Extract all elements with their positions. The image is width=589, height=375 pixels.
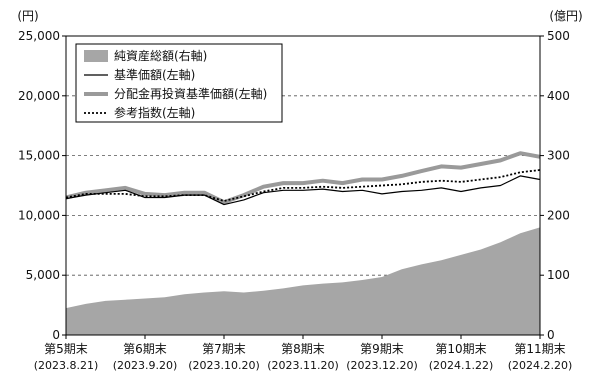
series-line-solid-thick — [65, 151, 541, 205]
left-tick-label: 25,000 — [18, 29, 60, 43]
legend-label: 参考指数(左軸) — [114, 105, 195, 120]
series-area-net-assets — [66, 227, 540, 335]
x-tick-date: (2023.8.21) — [34, 359, 99, 372]
x-tick-label: 第9期末 — [360, 342, 404, 356]
x-axis: 第5期末 (2023.8.21) 第6期末 (2023.9.20) 第7期末 (2023.… — [34, 335, 573, 372]
x-tick-date: (2023.12.20) — [346, 359, 418, 372]
x-tick-date: (2024.2.20) — [508, 359, 573, 372]
area-series-layer — [66, 227, 540, 335]
grid — [66, 95, 540, 276]
right-tick-label: 0 — [547, 328, 555, 342]
right-tick-label: 500 — [547, 29, 570, 43]
right-axis-unit: (億円) — [549, 9, 582, 23]
legend-swatch-area — [84, 50, 108, 62]
x-tick-date: (2023.10.20) — [188, 359, 260, 372]
left-axis: 0 5,000 10,000 15,000 20,000 25,000 — [18, 29, 66, 342]
x-tick-label: 第8期末 — [281, 342, 325, 356]
x-tick-date: (2023.11.20) — [267, 359, 339, 372]
left-tick-label: 10,000 — [18, 208, 60, 222]
left-tick-label: 5,000 — [26, 268, 60, 282]
legend-label: 純資産総額(右軸) — [114, 48, 207, 63]
x-tick-label: 第7期末 — [202, 342, 246, 356]
right-tick-label: 400 — [547, 89, 570, 103]
x-tick-label: 第10期末 — [435, 342, 486, 356]
right-tick-label: 100 — [547, 268, 570, 282]
x-tick-label: 第5期末 — [44, 342, 88, 356]
right-tick-label: 300 — [547, 149, 570, 163]
legend-label: 基準価額(左軸) — [114, 67, 195, 82]
left-tick-label: 0 — [52, 328, 60, 342]
left-tick-label: 20,000 — [18, 89, 60, 103]
legend-box — [75, 43, 283, 123]
line-series-layer — [65, 151, 541, 206]
legend: 純資産総額(右軸) 基準価額(左軸) 分配金再投資基準価額(左軸) 参考指数(左軸) — [75, 43, 283, 123]
x-tick-date: (2024.1.22) — [429, 359, 494, 372]
legend-label: 分配金再投資基準価額(左軸) — [114, 86, 267, 101]
x-tick-label: 第11期末 — [514, 342, 565, 356]
x-tick-date: (2023.9.20) — [113, 359, 178, 372]
left-tick-label: 15,000 — [18, 149, 60, 163]
x-tick-label: 第6期末 — [123, 342, 167, 356]
left-axis-unit: (円) — [17, 9, 38, 23]
right-tick-label: 200 — [547, 208, 570, 222]
series-line-dotted — [65, 169, 541, 202]
series-line-solid-thin — [65, 175, 541, 206]
right-axis: 0 100 200 300 400 500 — [540, 29, 570, 342]
